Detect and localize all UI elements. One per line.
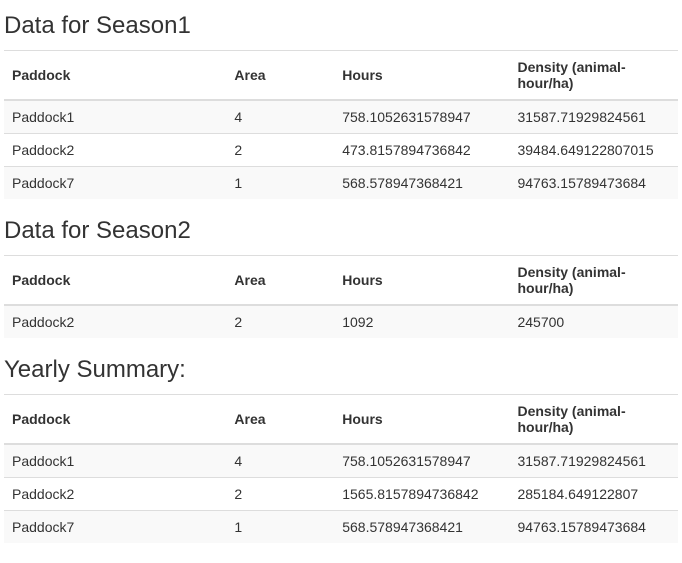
column-header-paddock: Paddock [4, 395, 226, 445]
table-header-row: PaddockAreaHoursDensity (animal-hour/ha) [4, 395, 678, 445]
cell-hours: 1092 [334, 305, 509, 338]
data-table: PaddockAreaHoursDensity (animal-hour/ha)… [4, 394, 678, 543]
cell-density: 31587.71929824561 [509, 444, 678, 478]
cell-area: 2 [226, 134, 334, 167]
section-title: Data for Season2 [4, 217, 678, 245]
cell-hours: 568.578947368421 [334, 167, 509, 200]
column-header-density: Density (animal-hour/ha) [509, 256, 678, 306]
cell-area: 4 [226, 444, 334, 478]
cell-paddock: Paddock2 [4, 478, 226, 511]
cell-density: 285184.649122807 [509, 478, 678, 511]
cell-paddock: Paddock2 [4, 305, 226, 338]
column-header-area: Area [226, 256, 334, 306]
data-table: PaddockAreaHoursDensity (animal-hour/ha)… [4, 50, 678, 199]
table-row: Paddock221092245700 [4, 305, 678, 338]
cell-density: 94763.15789473684 [509, 167, 678, 200]
table-row: Paddock14758.105263157894731587.71929824… [4, 100, 678, 134]
table-row: Paddock22473.815789473684239484.64912280… [4, 134, 678, 167]
column-header-density: Density (animal-hour/ha) [509, 51, 678, 101]
cell-area: 2 [226, 305, 334, 338]
cell-paddock: Paddock7 [4, 167, 226, 200]
cell-hours: 473.8157894736842 [334, 134, 509, 167]
cell-area: 2 [226, 478, 334, 511]
cell-hours: 1565.8157894736842 [334, 478, 509, 511]
column-header-hours: Hours [334, 51, 509, 101]
cell-hours: 758.1052631578947 [334, 444, 509, 478]
table-row: Paddock221565.8157894736842285184.649122… [4, 478, 678, 511]
cell-paddock: Paddock2 [4, 134, 226, 167]
table-row: Paddock14758.105263157894731587.71929824… [4, 444, 678, 478]
section-title: Data for Season1 [4, 12, 678, 40]
table-header-row: PaddockAreaHoursDensity (animal-hour/ha) [4, 51, 678, 101]
table-row: Paddock71568.57894736842194763.157894736… [4, 167, 678, 200]
section-title: Yearly Summary: [4, 356, 678, 384]
column-header-paddock: Paddock [4, 256, 226, 306]
cell-paddock: Paddock1 [4, 444, 226, 478]
column-header-paddock: Paddock [4, 51, 226, 101]
column-header-hours: Hours [334, 256, 509, 306]
column-header-hours: Hours [334, 395, 509, 445]
column-header-area: Area [226, 51, 334, 101]
cell-area: 1 [226, 167, 334, 200]
report-root: Data for Season1PaddockAreaHoursDensity … [4, 12, 678, 543]
data-table: PaddockAreaHoursDensity (animal-hour/ha)… [4, 255, 678, 338]
cell-paddock: Paddock1 [4, 100, 226, 134]
cell-hours: 758.1052631578947 [334, 100, 509, 134]
cell-density: 31587.71929824561 [509, 100, 678, 134]
column-header-area: Area [226, 395, 334, 445]
cell-density: 39484.649122807015 [509, 134, 678, 167]
column-header-density: Density (animal-hour/ha) [509, 395, 678, 445]
cell-density: 245700 [509, 305, 678, 338]
table-header-row: PaddockAreaHoursDensity (animal-hour/ha) [4, 256, 678, 306]
cell-area: 4 [226, 100, 334, 134]
